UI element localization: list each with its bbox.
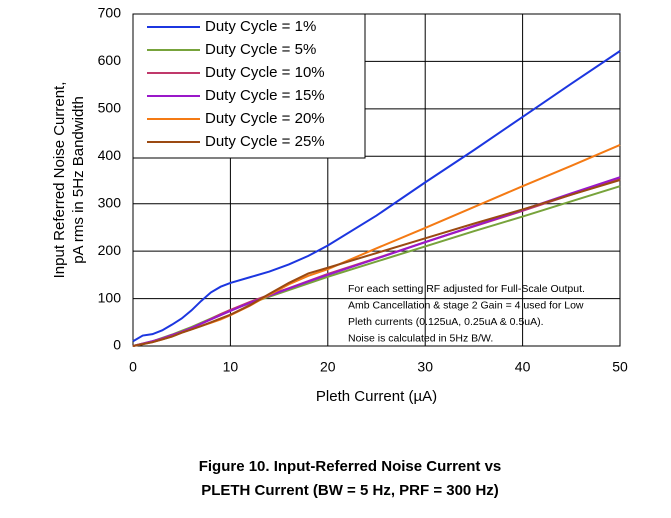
- series-line: [132, 50, 621, 343]
- legend-box: [132, 13, 366, 159]
- caption: PLETH Current (BW = 5 Hz, PRF = 300 Hz): [201, 482, 499, 499]
- y-tick-label: 500: [98, 100, 122, 116]
- x-tick-label: 50: [612, 359, 628, 375]
- y-tick-label: 400: [98, 147, 122, 163]
- x-tick-label: 20: [320, 359, 336, 375]
- annotation: Noise is calculated in 5Hz B/W.: [348, 332, 493, 344]
- legend-label: Duty Cycle = 1%: [205, 18, 316, 35]
- y-tick-label: 300: [98, 194, 122, 210]
- y-tick-label: 200: [98, 242, 122, 258]
- x-tick-label: 10: [223, 359, 239, 375]
- x-tick-label: 0: [129, 359, 137, 375]
- legend-label: Duty Cycle = 15%: [205, 87, 325, 104]
- legend-label: Duty Cycle = 10%: [205, 64, 325, 81]
- annotation: Amb Cancellation & stage 2 Gain = 4 used…: [348, 299, 584, 311]
- y-axis-label: pA rms in 5Hz Bandwidth: [70, 96, 87, 264]
- y-tick-label: 600: [98, 52, 122, 68]
- caption: Figure 10. Input-Referred Noise Current …: [199, 458, 502, 475]
- legend-label: Duty Cycle = 25%: [205, 133, 325, 150]
- annotation: Pleth currents (0.125uA, 0.25uA & 0.5uA)…: [348, 316, 544, 328]
- legend-label: Duty Cycle = 5%: [205, 41, 316, 58]
- x-tick-label: 40: [515, 359, 531, 375]
- y-tick-label: 700: [98, 5, 122, 21]
- y-tick-label: 0: [113, 337, 121, 353]
- series-line: [132, 176, 621, 347]
- legend-label: Duty Cycle = 20%: [205, 110, 325, 127]
- series-line: [132, 179, 621, 347]
- y-axis-label: Input Referred Noise Current,: [51, 82, 68, 279]
- x-axis-label: Pleth Current (µA): [316, 388, 437, 405]
- annotation: For each setting RF adjusted for Full-Sc…: [348, 283, 585, 295]
- y-tick-label: 100: [98, 289, 122, 305]
- x-tick-label: 30: [417, 359, 433, 375]
